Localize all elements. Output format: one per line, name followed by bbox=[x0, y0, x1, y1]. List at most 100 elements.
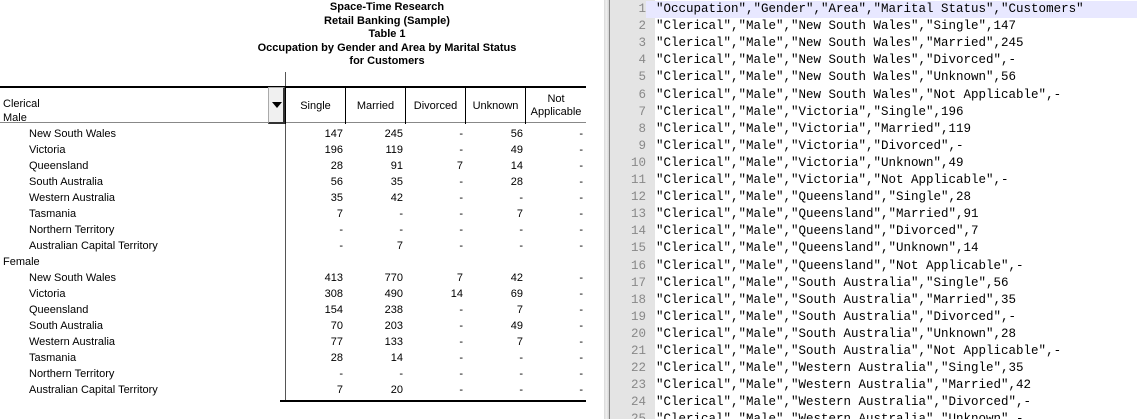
line-number: 5 bbox=[610, 69, 646, 87]
area-label: South Australia bbox=[29, 320, 103, 332]
line-text: "Clerical","Male","South Australia","Not… bbox=[656, 344, 1062, 358]
area-label: Australian Capital Territory bbox=[29, 384, 158, 396]
area-label: Northern Territory bbox=[29, 224, 115, 236]
text-editor[interactable]: 1 "Occupation","Gender","Area","Marital S… bbox=[610, 0, 1137, 419]
line-text: "Clerical","Male","Queensland","Single",… bbox=[656, 190, 972, 205]
value-cell: - bbox=[339, 224, 343, 236]
editor-line[interactable]: 20 "Clerical","Male","South Australia","U… bbox=[610, 325, 1137, 343]
value-cell: - bbox=[459, 192, 463, 204]
line-text: "Clerical","Male","South Australia","Mar… bbox=[656, 292, 1017, 307]
value-cell: 196 bbox=[324, 144, 343, 156]
occupation-dropdown-button[interactable] bbox=[268, 87, 285, 124]
area-label: Australian Capital Territory bbox=[29, 240, 158, 252]
value-cell: - bbox=[339, 240, 343, 252]
value-cell: 70 bbox=[330, 320, 343, 332]
table-row: Victoria 308 490 14 69 - bbox=[0, 286, 586, 302]
area-label: Northern Territory bbox=[29, 368, 115, 380]
occupation-selector-value[interactable]: Clerical bbox=[3, 98, 40, 110]
line-number: 13 bbox=[610, 206, 646, 224]
value-cell: - bbox=[579, 240, 583, 252]
value-cell: - bbox=[579, 192, 583, 204]
editor-line[interactable]: 12 "Clerical","Male","Queensland","Single… bbox=[610, 189, 1137, 207]
editor-line[interactable]: 14 "Clerical","Male","Queensland","Divorc… bbox=[610, 223, 1137, 241]
editor-line[interactable]: 11 "Clerical","Male","Victoria","Not Appl… bbox=[610, 172, 1137, 189]
editor-line[interactable]: 25 "Clerical","Male","Western Australia",… bbox=[610, 411, 1137, 419]
gender-label: Female bbox=[3, 256, 40, 268]
table-row: New South Wales 413 770 7 42 - bbox=[0, 270, 586, 286]
editor-line[interactable]: 4 "Clerical","Male","New South Wales","Di… bbox=[610, 52, 1137, 70]
editor-line[interactable]: 21 "Clerical","Male","South Australia","N… bbox=[610, 343, 1137, 360]
value-cell: - bbox=[579, 320, 583, 332]
title-line: Table 1 bbox=[368, 28, 406, 40]
value-cell: - bbox=[459, 368, 463, 380]
value-cell: - bbox=[519, 368, 523, 380]
editor-line[interactable]: 24 "Clerical","Male","Western Australia",… bbox=[610, 394, 1137, 412]
line-number: 22 bbox=[610, 360, 646, 378]
value-cell: 69 bbox=[510, 288, 523, 300]
editor-line[interactable]: 13 "Clerical","Male","Queensland","Marrie… bbox=[610, 206, 1137, 224]
line-number: 10 bbox=[610, 154, 646, 172]
editor-line[interactable]: 2 "Clerical","Male","New South Wales","Si… bbox=[610, 18, 1137, 36]
gender-group-row: Male bbox=[0, 110, 586, 126]
editor-line[interactable]: 10 "Clerical","Male","Victoria","Unknown"… bbox=[610, 154, 1137, 172]
value-cell: 56 bbox=[510, 128, 523, 140]
editor-line[interactable]: 3 "Clerical","Male","New South Wales","Ma… bbox=[610, 35, 1137, 53]
line-text: "Clerical","Male","South Australia","Div… bbox=[656, 309, 1017, 324]
value-cell: 77 bbox=[330, 336, 343, 348]
area-label: New South Wales bbox=[29, 272, 117, 284]
value-cell: - bbox=[459, 320, 463, 332]
splitter-handle[interactable] bbox=[604, 0, 610, 419]
value-cell: - bbox=[339, 368, 343, 380]
area-label: Tasmania bbox=[29, 352, 77, 364]
table-row: Victoria 196 119 - 49 - bbox=[0, 142, 586, 158]
line-text: "Clerical","Male","Victoria","Unknown",4… bbox=[656, 155, 964, 170]
value-cell: 14 bbox=[450, 288, 463, 300]
editor-line[interactable]: 18 "Clerical","Male","South Australia","M… bbox=[610, 291, 1137, 309]
value-cell: - bbox=[459, 336, 463, 348]
value-cell: - bbox=[579, 128, 583, 140]
gender-group-row: Female bbox=[0, 254, 586, 270]
value-cell: 28 bbox=[330, 352, 343, 364]
editor-line[interactable]: 1 "Occupation","Gender","Area","Marital S… bbox=[610, 1, 1137, 18]
line-text: "Clerical","Male","New South Wales","Div… bbox=[656, 53, 1017, 68]
value-cell: - bbox=[579, 176, 583, 188]
editor-line[interactable]: 6 "Clerical","Male","New South Wales","No… bbox=[610, 86, 1137, 104]
table-row: Australian Capital Territory - 7 - - - bbox=[0, 238, 586, 254]
line-text: "Clerical","Male","Queensland","Divorced… bbox=[656, 224, 979, 239]
editor-line[interactable]: 17 "Clerical","Male","South Australia","S… bbox=[610, 274, 1137, 292]
table-row: Northern Territory - - - - - bbox=[0, 366, 586, 382]
line-text: "Clerical","Male","Western Australia","D… bbox=[656, 395, 1032, 410]
area-label: Victoria bbox=[29, 144, 66, 156]
value-cell: 56 bbox=[330, 176, 343, 188]
line-number: 8 bbox=[610, 120, 646, 138]
table-row: Tasmania 7 - - 7 - bbox=[0, 206, 586, 222]
value-cell: - bbox=[579, 336, 583, 348]
value-cell: 35 bbox=[330, 192, 343, 204]
editor-line[interactable]: 7 "Clerical","Male","Victoria","Single",1… bbox=[610, 103, 1137, 121]
table-row: Western Australia 77 133 - 7 - bbox=[0, 334, 586, 350]
editor-line[interactable]: 22 "Clerical","Male","Western Australia",… bbox=[610, 360, 1137, 378]
value-cell: - bbox=[459, 176, 463, 188]
column-header: Unknown bbox=[465, 88, 525, 124]
value-cell: - bbox=[399, 224, 403, 236]
table-row: Western Australia 35 42 - - - bbox=[0, 190, 586, 206]
value-cell: - bbox=[519, 352, 523, 364]
value-cell: - bbox=[579, 160, 583, 172]
editor-line[interactable]: 9 "Clerical","Male","Victoria","Divorced"… bbox=[610, 137, 1137, 155]
editor-line[interactable]: 19 "Clerical","Male","South Australia","D… bbox=[610, 308, 1137, 326]
editor-line[interactable]: 15 "Clerical","Male","Queensland","Unknow… bbox=[610, 240, 1137, 258]
value-cell: - bbox=[459, 144, 463, 156]
value-cell: - bbox=[459, 128, 463, 140]
editor-line[interactable]: 8 "Clerical","Male","Victoria","Married",… bbox=[610, 120, 1137, 138]
value-cell: - bbox=[519, 240, 523, 252]
line-number: 23 bbox=[610, 377, 646, 395]
editor-line[interactable]: 5 "Clerical","Male","New South Wales","Un… bbox=[610, 69, 1137, 87]
value-cell: - bbox=[579, 208, 583, 220]
value-cell: 238 bbox=[384, 304, 403, 316]
chevron-down-icon bbox=[272, 102, 282, 108]
value-cell: - bbox=[399, 368, 403, 380]
value-cell: - bbox=[459, 208, 463, 220]
editor-line[interactable]: 16 "Clerical","Male","Queensland","Not Ap… bbox=[610, 257, 1137, 275]
table-row: New South Wales 147 245 - 56 - bbox=[0, 126, 586, 142]
editor-line[interactable]: 23 "Clerical","Male","Western Australia",… bbox=[610, 377, 1137, 395]
